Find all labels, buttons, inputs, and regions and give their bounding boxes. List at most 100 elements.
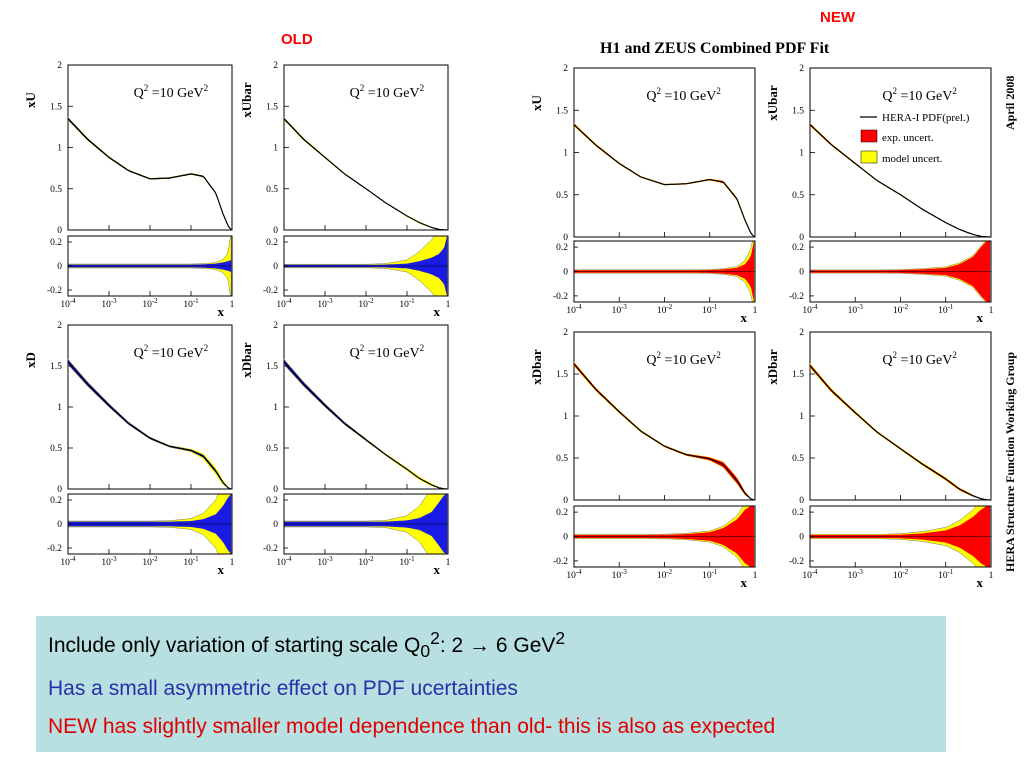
x-tick-label: 10-1	[938, 303, 954, 316]
y-axis-label: xDbar	[765, 349, 780, 385]
y-tick-label: 0	[57, 226, 62, 236]
y-tick-label: 1.5	[266, 102, 278, 112]
x-tick-base: 10	[612, 306, 622, 316]
x-tick-label: 1	[753, 571, 758, 581]
y-axis-label: xDbar	[529, 349, 544, 385]
x-tick-exp: -4	[70, 555, 76, 563]
legend: HERA-I PDF(prel.) exp. uncert. model unc…	[860, 112, 970, 165]
note-line-1-sup2: 2	[555, 628, 566, 648]
x-tick-label: 10-4	[802, 303, 818, 316]
x-tick-base: 10	[317, 558, 327, 568]
x-tick-exp: -4	[812, 568, 818, 576]
note-line-1-text-b: : 2 → 6 GeV	[439, 634, 556, 657]
q2-exp: 2	[893, 350, 898, 360]
x-tick-base: 10	[802, 571, 812, 581]
ratio-y-tick-label: 0	[799, 268, 804, 278]
main-frame	[283, 64, 449, 231]
x-tick-label: 1	[230, 558, 235, 568]
x-axis-label: x	[218, 304, 225, 319]
ratio-y-tick-label: -0.2	[789, 292, 804, 302]
ratio-y-tick-label: 0	[57, 262, 62, 272]
x-axis-label: x	[434, 304, 441, 319]
panel-new-xdbar: 00.511.52-0.200.210-4 10-3 10-2 10-1 1xxDbar…	[765, 328, 994, 590]
x-tick-exp: -3	[327, 297, 333, 305]
x-tick-label: 10-2	[142, 297, 158, 310]
date-label: April 2008	[1003, 76, 1017, 130]
x-tick-label: 10-3	[848, 568, 864, 581]
central-curve	[67, 361, 232, 490]
q2-unit-exp: 2	[204, 83, 209, 93]
ratio-y-tick-label: 0	[563, 533, 568, 543]
x-tick-base: 10	[183, 558, 193, 568]
q2-label: Q2 =10 GeV2	[646, 86, 720, 104]
x-tick-label: 10-1	[702, 303, 718, 316]
main-frame	[67, 324, 233, 490]
y-tick-label: 1	[563, 149, 568, 159]
ratio-y-tick-label: -0.2	[789, 557, 804, 567]
q2-value: =10 GeV	[897, 89, 952, 104]
y-tick-label: 0.5	[50, 185, 62, 195]
legend-model-swatch	[860, 150, 878, 164]
q2-value: =10 GeV	[148, 346, 203, 361]
q2-symbol: Q	[134, 86, 144, 101]
q2-unit-exp: 2	[716, 86, 721, 96]
ratio-y-tick-label: 0	[563, 268, 568, 278]
y-tick-label: 2	[563, 328, 568, 338]
x-tick-label: 10-2	[657, 568, 673, 581]
y-tick-label: 1.5	[266, 362, 278, 372]
y-tick-label: 1.5	[556, 106, 568, 116]
y-tick-label: 0.5	[266, 444, 278, 454]
q2-value: =10 GeV	[661, 353, 716, 368]
ratio-y-tick-label: 0.2	[556, 243, 568, 253]
y-tick-label: 1	[57, 403, 62, 413]
old-label: OLD	[281, 31, 313, 48]
y-tick-label: 1.5	[50, 102, 62, 112]
x-tick-base: 10	[848, 306, 858, 316]
note-line-1: Include only variation of starting scale…	[48, 626, 934, 663]
legend-model-label: model uncert.	[882, 153, 943, 165]
x-tick-exp: -3	[327, 555, 333, 563]
y-tick-label: 0.5	[792, 191, 804, 201]
y-tick-label: 2	[273, 61, 278, 71]
y-tick-label: 0	[273, 226, 278, 236]
x-tick-label: 10-4	[60, 555, 76, 568]
x-tick-base: 10	[848, 571, 858, 581]
x-tick-exp: -4	[576, 303, 582, 311]
q2-exp: 2	[657, 350, 662, 360]
x-tick-exp: -3	[857, 568, 863, 576]
q2-value: =10 GeV	[897, 353, 952, 368]
x-tick-base: 10	[702, 571, 712, 581]
q2-symbol: Q	[646, 353, 656, 368]
x-tick-label: 10-2	[142, 555, 158, 568]
q2-symbol: Q	[134, 346, 144, 361]
ratio-y-tick-label: 0.2	[792, 243, 804, 253]
q2-exp: 2	[360, 83, 365, 93]
q2-label: Q2 =10 GeV2	[350, 83, 424, 101]
y-tick-label: 2	[57, 61, 62, 71]
q2-unit-exp: 2	[952, 86, 957, 96]
main-frame	[573, 331, 756, 501]
x-tick-label: 10-3	[317, 297, 333, 310]
y-tick-label: 0	[799, 496, 804, 506]
y-tick-label: 0	[273, 485, 278, 495]
y-tick-label: 1.5	[792, 370, 804, 380]
note-line-1-text: Include only variation of starting scale…	[48, 634, 421, 657]
x-tick-label: 1	[989, 306, 994, 316]
x-tick-base: 10	[317, 300, 327, 310]
ratio-y-tick-label: 0	[273, 520, 278, 530]
y-axis-label: xU	[23, 91, 38, 108]
x-tick-exp: -3	[111, 555, 117, 563]
x-tick-base: 10	[702, 306, 712, 316]
x-tick-exp: -1	[712, 568, 718, 576]
x-tick-label: 10-1	[399, 297, 415, 310]
panel-new-xdbar_left: 00.511.52-0.200.210-4 10-3 10-2 10-1 1xxDbar…	[529, 328, 758, 590]
x-tick-label: 10-2	[358, 555, 374, 568]
x-tick-label: 1	[446, 300, 451, 310]
group-label: HERA Structure Function Working Group	[1003, 352, 1017, 572]
q2-value: =10 GeV	[364, 86, 419, 101]
y-tick-label: 1.5	[556, 370, 568, 380]
x-tick-exp: -1	[948, 303, 954, 311]
x-tick-exp: -2	[666, 568, 672, 576]
